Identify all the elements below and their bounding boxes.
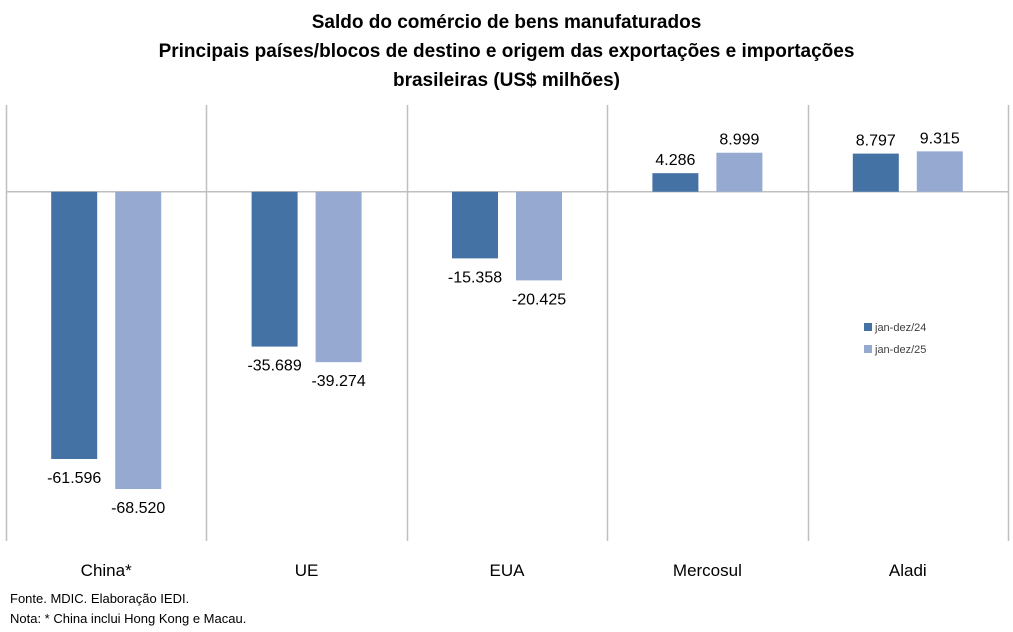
data-label: 8.999 (719, 132, 759, 149)
data-label: -35.689 (247, 358, 301, 375)
bar-jan-dez-25-China (115, 191, 162, 490)
chart-title-line-1: Saldo do comércio de bens manufaturados (311, 12, 702, 33)
data-label: -39.274 (311, 373, 365, 390)
bar-jan-dez-25-Mercosul (716, 152, 763, 192)
legend-swatch (864, 323, 872, 331)
data-label: -68.520 (111, 500, 165, 517)
category-label: Mercosul (673, 561, 742, 580)
data-label: -20.425 (512, 291, 566, 308)
category-label: EUA (490, 561, 526, 580)
data-label: -61.596 (47, 470, 101, 487)
legend-label: jan-dez/24 (874, 322, 926, 334)
chart-title: Saldo do comércio de bens manufaturados … (0, 8, 1013, 95)
chart-title-line-2: Principais países/blocos de destino e or… (158, 41, 855, 62)
bar-jan-dez-24-Mercosul (652, 173, 699, 192)
bar-jan-dez-24-China (51, 191, 98, 459)
data-label: 9.315 (920, 130, 960, 147)
legend-label: jan-dez/25 (874, 344, 926, 356)
category-label: China* (81, 561, 132, 580)
bar-jan-dez-25-EUA (516, 191, 562, 281)
data-label: 4.286 (655, 152, 695, 169)
category-label: Aladi (889, 561, 927, 580)
legend-swatch (864, 345, 872, 353)
china-note: Nota: * China inclui Hong Kong e Macau. (10, 611, 247, 626)
data-label: 8.797 (856, 133, 896, 150)
bar-jan-dez-24-Aladi (852, 153, 899, 192)
category-label: UE (295, 561, 319, 580)
chart-title-line-3: brasileiras (US$ milhões) (392, 70, 621, 91)
data-label: -15.358 (448, 269, 502, 286)
bar-jan-dez-24-EUA (452, 191, 498, 259)
footnotes: Fonte. MDIC. Elaboração IEDI. Nota: * Ch… (10, 589, 246, 629)
bar-jan-dez-25-UE (315, 191, 362, 363)
bar-jan-dez-25-Aladi (916, 151, 963, 192)
source-note: Fonte. MDIC. Elaboração IEDI. (10, 591, 190, 606)
bar-jan-dez-24-UE (251, 191, 298, 347)
